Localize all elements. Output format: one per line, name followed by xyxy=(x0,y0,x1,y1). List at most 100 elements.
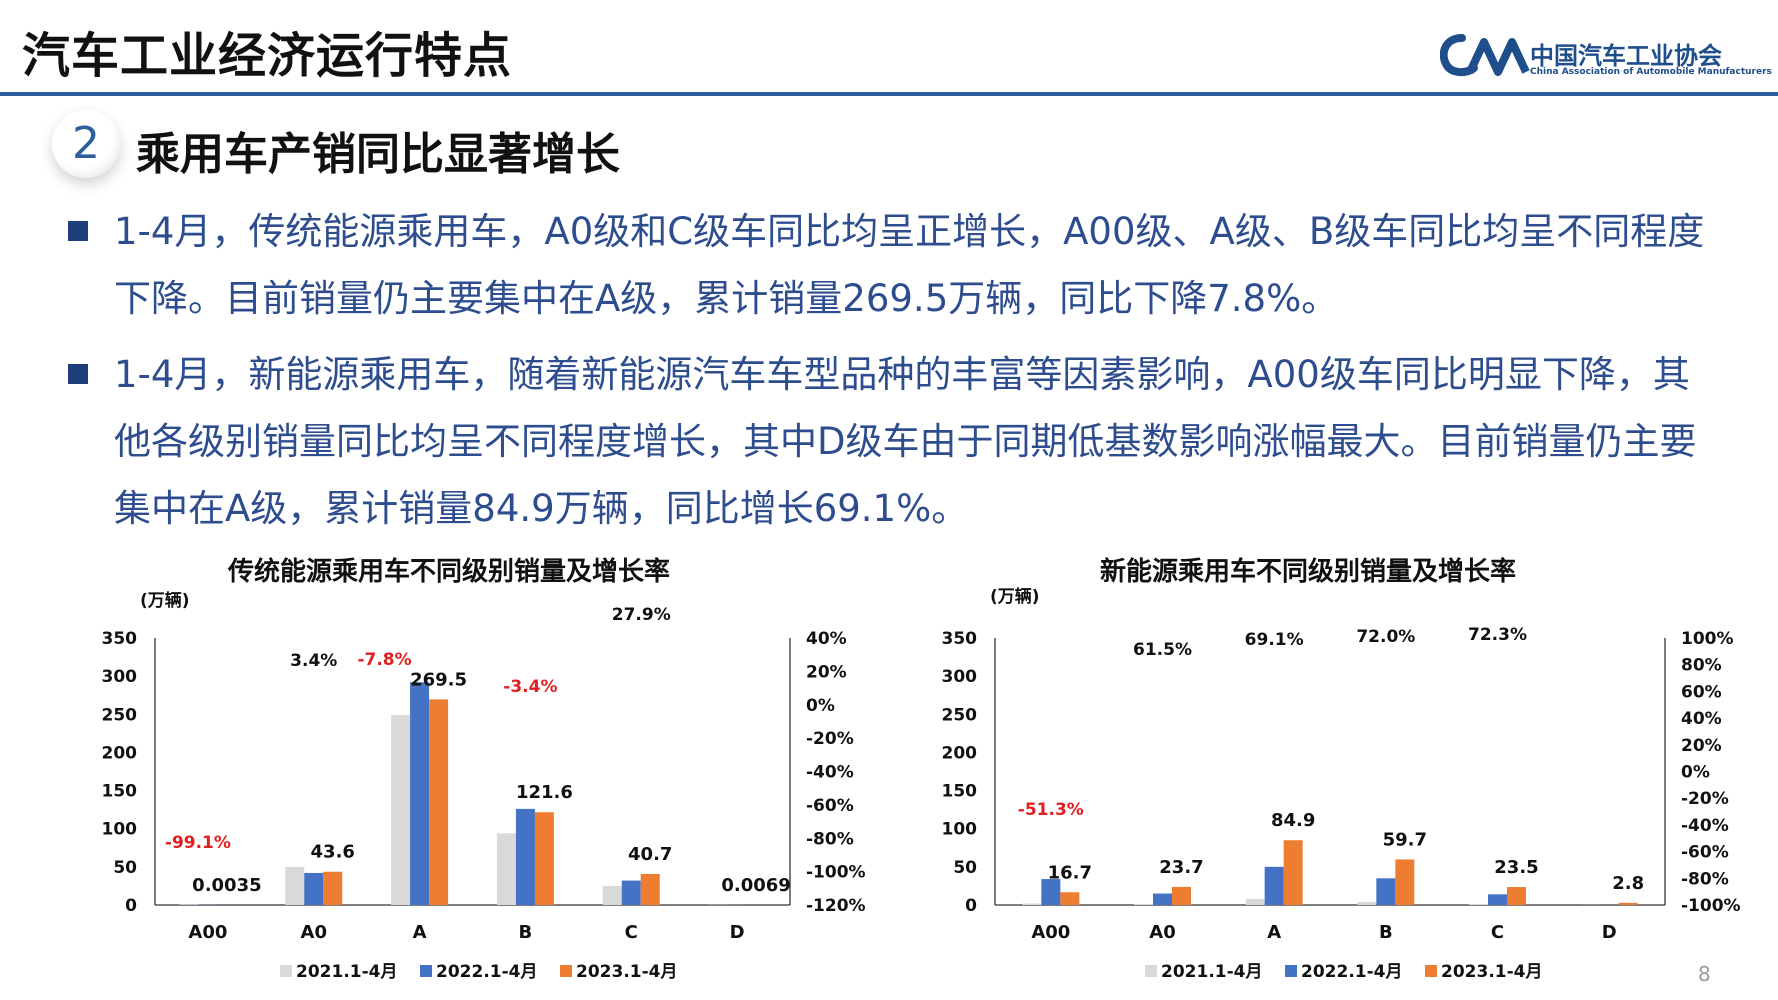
x-tick-label: C xyxy=(625,922,638,943)
bar-A00-2023.1-4月 xyxy=(1060,892,1080,905)
bar-A-2022.1-4月 xyxy=(410,682,430,905)
y2-tick-label: -80% xyxy=(806,829,854,849)
legend-swatch xyxy=(1145,965,1157,977)
bar-A0-2023.1-4月 xyxy=(1172,886,1191,905)
growth-label: 3.4% xyxy=(290,651,337,671)
y2-tick-label: 0% xyxy=(1681,763,1710,783)
legend-label: 2022.1-4月 xyxy=(436,962,538,982)
y2-tick-label: -120% xyxy=(806,896,866,916)
y2-tick-label: 80% xyxy=(1681,656,1722,676)
header-rule xyxy=(0,92,1778,96)
value-label: 269.5 xyxy=(410,669,467,690)
bar-A0-2022.1-4月 xyxy=(1153,893,1172,905)
y2-tick-label: -100% xyxy=(806,863,866,883)
value-label: 0.0035 xyxy=(192,875,261,896)
bar-A0-2021.1-4月 xyxy=(285,866,305,905)
y-tick-label: 250 xyxy=(942,705,978,725)
chart-unit-conventional: (万辆) xyxy=(140,591,190,611)
bar-A0-2023.1-4月 xyxy=(323,871,343,905)
y-tick-label: 350 xyxy=(102,629,138,649)
bar-C-2022.1-4月 xyxy=(1488,894,1507,905)
growth-label: 72.0% xyxy=(1356,627,1415,647)
bar-A-2022.1-4月 xyxy=(1264,866,1284,905)
chart-title-nev: 新能源乘用车不同级别销量及增长率 xyxy=(1100,557,1517,587)
growth-label: -51.3% xyxy=(1018,800,1084,820)
y2-tick-label: 0% xyxy=(806,696,835,716)
section-number: 2 xyxy=(72,118,100,169)
y-tick-label: 350 xyxy=(942,629,978,649)
y-tick-label: 50 xyxy=(953,858,977,878)
growth-label: 27.9% xyxy=(612,605,671,625)
y2-tick-label: -40% xyxy=(1681,816,1729,836)
y-tick-label: 200 xyxy=(102,743,138,763)
y-tick-label: 200 xyxy=(942,743,978,763)
bar-C-2021.1-4月 xyxy=(602,885,622,905)
paragraph-conventional: 1-4月，传统能源乘用车，A0级和C级车同比均呈正增长，A00级、A级、B级车同… xyxy=(114,210,1705,320)
bar-B-2021.1-4月 xyxy=(1357,901,1377,905)
growth-label: -7.8% xyxy=(357,650,411,670)
value-label: 16.7 xyxy=(1048,862,1092,883)
legend-swatch xyxy=(420,965,432,977)
bullet-square-icon xyxy=(68,364,88,384)
y2-tick-label: -60% xyxy=(806,796,854,816)
x-tick-label: D xyxy=(1602,922,1617,943)
chart-conventional: 0 50 100 150 200 250 300 350 -120% -100% -80% -60% -… xyxy=(102,605,866,982)
growth-label: 2048% xyxy=(1597,600,1661,605)
x-tick-label: D xyxy=(730,922,745,943)
y-tick-label: 0 xyxy=(125,896,137,916)
growth-label: -3.4% xyxy=(503,677,557,697)
x-tick-label: A00 xyxy=(1031,922,1070,943)
bar-A00-2021.1-4月 xyxy=(1022,903,1042,905)
value-label: 0.0069 xyxy=(721,875,790,896)
y2-tick-label: 40% xyxy=(1681,709,1722,729)
x-tick-label: A xyxy=(1267,922,1281,943)
x-tick-label: A xyxy=(413,922,427,943)
y2-tick-label: 20% xyxy=(1681,736,1722,756)
legend-swatch xyxy=(1425,965,1437,977)
y2-tick-label: 60% xyxy=(1681,682,1722,702)
value-label: 23.7 xyxy=(1159,857,1203,878)
legend-swatch xyxy=(1285,965,1297,977)
growth-label: 69.1% xyxy=(1245,630,1304,650)
page-number: 8 xyxy=(1698,962,1711,986)
y-tick-label: 50 xyxy=(113,858,137,878)
section-number-badge: 2 xyxy=(52,110,120,178)
y-tick-label: 100 xyxy=(942,820,978,840)
chart-nev: 0 50 100 150 200 250 300 350 -100% -80% -60% -40% -2… xyxy=(942,600,1741,982)
x-tick-label: A0 xyxy=(301,922,327,943)
y2-tick-label: 20% xyxy=(806,662,847,682)
bar-B-2022.1-4月 xyxy=(515,808,535,905)
x-tick-label: B xyxy=(1379,922,1393,943)
y2-tick-label: 100% xyxy=(1681,629,1734,649)
legend-label: 2023.1-4月 xyxy=(1441,962,1543,982)
y-tick-label: 150 xyxy=(942,782,978,802)
chart-title-conventional: 传统能源乘用车不同级别销量及增长率 xyxy=(228,557,671,587)
logo-chinese-name: 中国汽车工业协会 xyxy=(1530,42,1722,70)
value-label: 23.5 xyxy=(1494,857,1538,878)
section-title: 乘用车产销同比显著增长 xyxy=(136,129,620,180)
page-title: 汽车工业经济运行特点 xyxy=(22,28,513,84)
bar-B-2022.1-4月 xyxy=(1376,878,1396,905)
bullet-square-icon xyxy=(68,221,88,241)
y-tick-label: 300 xyxy=(942,667,978,687)
bar-B-2023.1-4月 xyxy=(534,812,554,905)
x-tick-label: A00 xyxy=(188,922,227,943)
bar-C-2021.1-4月 xyxy=(1469,904,1488,905)
bar-A-2021.1-4月 xyxy=(391,715,411,905)
value-label: 121.6 xyxy=(516,782,573,803)
y2-tick-label: -80% xyxy=(1681,869,1729,889)
paragraph-nev: 1-4月，新能源乘用车，随着新能源汽车车型品种的丰富等因素影响，A00级车同比明… xyxy=(114,353,1697,530)
bar-B-2021.1-4月 xyxy=(496,833,516,905)
legend-label: 2022.1-4月 xyxy=(1301,962,1403,982)
y2-tick-label: -100% xyxy=(1681,896,1741,916)
bar-A-2021.1-4月 xyxy=(1245,898,1265,905)
x-tick-label: B xyxy=(519,922,533,943)
bar-D-2023.1-4月 xyxy=(1618,902,1638,905)
growth-label: -99.1% xyxy=(165,833,231,853)
bar-A0-2021.1-4月 xyxy=(1134,904,1153,905)
x-tick-label: A0 xyxy=(1149,922,1175,943)
y-tick-label: 150 xyxy=(102,782,138,802)
legend-label: 2023.1-4月 xyxy=(576,962,678,982)
y-tick-label: 100 xyxy=(102,820,138,840)
legend-swatch xyxy=(560,965,572,977)
